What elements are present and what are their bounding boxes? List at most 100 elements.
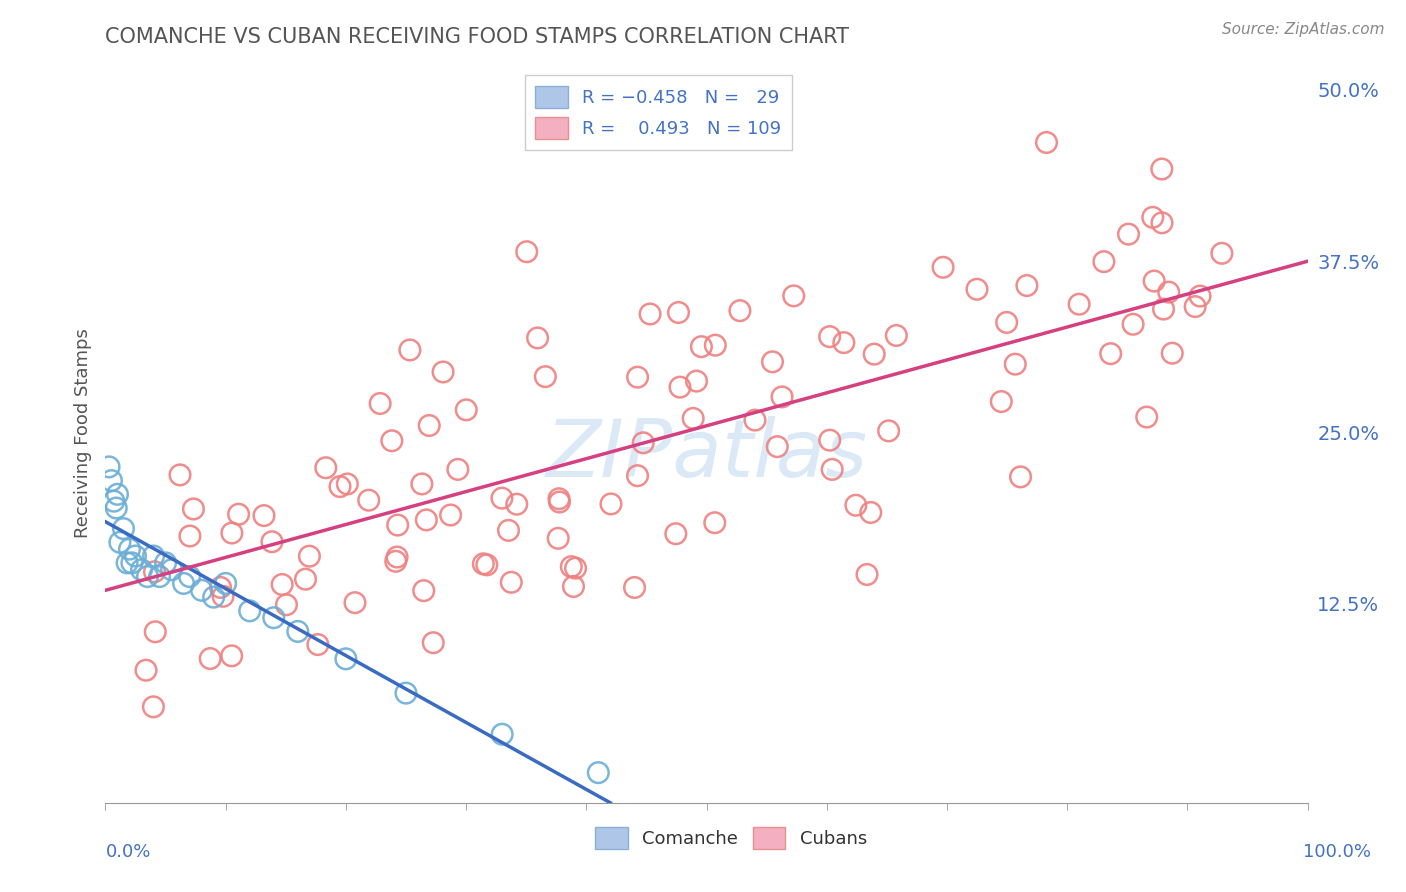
Point: [105, 501, 128, 516]
Point: [631, 435, 654, 450]
Point: [704, 338, 727, 352]
Point: [1015, 278, 1038, 293]
Point: [1161, 346, 1184, 360]
Point: [200, 651, 222, 665]
Point: [368, 396, 391, 410]
Point: [1099, 346, 1122, 360]
Point: [1122, 318, 1144, 332]
Text: 100.0%: 100.0%: [1303, 843, 1371, 861]
Point: [863, 347, 886, 361]
Point: [491, 727, 513, 741]
Point: [183, 502, 205, 516]
Text: COMANCHE VS CUBAN RECEIVING FOOD STAMPS CORRELATION CHART: COMANCHE VS CUBAN RECEIVING FOOD STAMPS …: [105, 27, 849, 47]
Point: [669, 380, 692, 394]
Point: [399, 343, 422, 357]
Point: [626, 468, 648, 483]
Point: [682, 411, 704, 425]
Y-axis label: Receiving Food Stamps: Receiving Food Stamps: [73, 327, 91, 538]
Point: [703, 516, 725, 530]
Point: [1150, 216, 1173, 230]
Point: [98, 459, 121, 474]
Point: [1092, 254, 1115, 268]
Point: [564, 561, 586, 575]
Point: [115, 556, 138, 570]
Point: [491, 491, 513, 505]
Legend: R = −0.458   N =   29, R =    0.493   N = 109: R = −0.458 N = 29, R = 0.493 N = 109: [524, 75, 793, 150]
Point: [276, 598, 298, 612]
Point: [744, 413, 766, 427]
Point: [169, 467, 191, 482]
Point: [1142, 211, 1164, 225]
Point: [832, 335, 855, 350]
Point: [560, 559, 582, 574]
Point: [501, 575, 523, 590]
Point: [239, 604, 262, 618]
Point: [411, 477, 433, 491]
Point: [381, 434, 404, 448]
Point: [253, 508, 276, 523]
Point: [412, 583, 434, 598]
Point: [761, 355, 783, 369]
Point: [148, 569, 170, 583]
Point: [783, 289, 806, 303]
Point: [516, 244, 538, 259]
Point: [877, 424, 900, 438]
Point: [103, 494, 125, 508]
Point: [260, 534, 283, 549]
Point: [155, 556, 177, 570]
Point: [387, 518, 409, 533]
Point: [690, 340, 713, 354]
Point: [995, 315, 1018, 329]
Point: [818, 329, 841, 343]
Point: [121, 556, 143, 570]
Point: [526, 331, 548, 345]
Point: [534, 369, 557, 384]
Point: [395, 686, 418, 700]
Point: [112, 522, 135, 536]
Point: [209, 581, 232, 595]
Point: [548, 495, 571, 509]
Point: [932, 260, 955, 275]
Point: [100, 474, 122, 488]
Text: ZIPatlas: ZIPatlas: [546, 416, 868, 494]
Point: [335, 652, 357, 666]
Point: [547, 532, 569, 546]
Point: [456, 402, 478, 417]
Point: [966, 282, 988, 296]
Point: [859, 506, 882, 520]
Point: [1004, 357, 1026, 371]
Point: [1157, 285, 1180, 300]
Point: [472, 557, 495, 571]
Point: [766, 440, 789, 454]
Point: [623, 581, 645, 595]
Point: [856, 567, 879, 582]
Point: [298, 549, 321, 564]
Point: [1189, 289, 1212, 303]
Point: [439, 508, 461, 522]
Point: [818, 433, 841, 447]
Point: [124, 549, 146, 563]
Point: [214, 576, 236, 591]
Point: [202, 590, 225, 604]
Point: [418, 418, 440, 433]
Point: [685, 374, 707, 388]
Point: [1118, 227, 1140, 241]
Point: [190, 583, 212, 598]
Point: [770, 390, 793, 404]
Point: [1035, 136, 1057, 150]
Point: [212, 590, 235, 604]
Point: [821, 462, 844, 476]
Point: [179, 569, 201, 583]
Point: [384, 554, 406, 568]
Point: [1150, 161, 1173, 176]
Point: [498, 524, 520, 538]
Point: [385, 549, 408, 564]
Point: [228, 507, 250, 521]
Point: [588, 765, 610, 780]
Point: [336, 477, 359, 491]
Point: [548, 491, 571, 506]
Point: [143, 565, 166, 579]
Point: [142, 699, 165, 714]
Point: [315, 460, 337, 475]
Point: [1211, 246, 1233, 260]
